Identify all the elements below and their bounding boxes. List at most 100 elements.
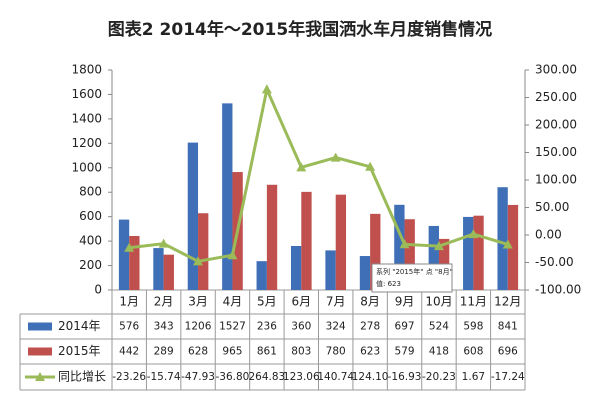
table-value: 608 <box>463 346 483 358</box>
table-value: -36.80 <box>216 371 250 383</box>
growth-marker <box>261 84 272 94</box>
table-value: 524 <box>429 321 449 333</box>
table-value: 343 <box>154 321 174 333</box>
table-value: 697 <box>395 321 415 333</box>
growth-marker <box>296 162 307 172</box>
tooltip-text: 值: 623 <box>376 279 401 288</box>
y2-tick-label: 300.00 <box>535 63 577 77</box>
legend-label: 2015年 <box>58 344 101 358</box>
table-value: -23.26 <box>112 371 146 383</box>
growth-marker <box>399 239 410 249</box>
growth-marker <box>193 256 204 266</box>
growth-line <box>129 84 509 263</box>
y-tick-label: 0 <box>94 283 102 297</box>
table-value: 289 <box>154 346 174 358</box>
y2-tick-label: 200.00 <box>535 118 577 132</box>
y-tick-label: 1000 <box>71 160 102 174</box>
table-value: 124.10 <box>352 371 389 383</box>
table-value: -17.24 <box>491 371 525 383</box>
y2-tick-label: -50.00 <box>535 255 574 269</box>
table-value: 579 <box>395 346 415 358</box>
table-value: 803 <box>291 346 311 358</box>
bar <box>256 261 267 290</box>
y2-tick-label: 100.00 <box>535 173 577 187</box>
y-tick-label: 800 <box>79 185 102 199</box>
table-value: 418 <box>429 346 449 358</box>
legend-swatch <box>28 347 52 356</box>
legend-label: 2014年 <box>58 319 101 333</box>
legend-swatch <box>28 322 52 331</box>
x-tick-label: 9月 <box>395 295 415 309</box>
growth-marker <box>158 238 169 248</box>
bar <box>222 103 233 290</box>
growth-marker <box>433 241 444 251</box>
bar <box>290 246 302 290</box>
bar <box>153 248 164 290</box>
y-tick-label: 1200 <box>71 136 102 150</box>
y2-tick-label: 250.00 <box>535 90 577 104</box>
x-tick-label: 8月 <box>360 295 380 309</box>
y2-tick-label: 0.00 <box>535 228 562 242</box>
table-value: 696 <box>498 346 518 358</box>
y-tick-label: 1800 <box>71 63 102 77</box>
bar <box>359 256 371 290</box>
growth-marker <box>330 152 341 162</box>
bar <box>473 215 484 290</box>
growth-marker <box>468 229 479 239</box>
table-value: 278 <box>360 321 380 333</box>
x-tick-label: 3月 <box>188 295 208 309</box>
table-value: 236 <box>257 321 277 333</box>
table-value: 140.74 <box>317 371 354 383</box>
table-value: -15.74 <box>147 371 181 383</box>
tooltip-text: 系列 "2015年" 点 "8月" <box>376 267 453 276</box>
table-value: 1527 <box>219 321 246 333</box>
bar <box>266 184 278 290</box>
x-tick-label: 5月 <box>257 295 277 309</box>
table-value: 623 <box>360 346 380 358</box>
bar <box>163 254 174 290</box>
bar <box>198 213 209 290</box>
table-value: 576 <box>119 321 139 333</box>
table-value: 861 <box>257 346 277 358</box>
table-value: -47.93 <box>181 371 215 383</box>
x-tick-label: 2月 <box>154 295 174 309</box>
bar <box>428 225 439 290</box>
x-tick-label: 11月 <box>460 295 487 309</box>
table-value: 598 <box>463 321 483 333</box>
y-tick-label: 1400 <box>71 111 102 125</box>
y-tick-label: 400 <box>79 234 102 248</box>
bar <box>463 216 474 290</box>
table-value: 324 <box>326 321 346 333</box>
bar <box>129 235 140 290</box>
bar <box>335 194 347 290</box>
y-tick-label: 600 <box>79 209 102 223</box>
y2-tick-label: 50.00 <box>535 200 569 214</box>
table-value: 780 <box>326 346 346 358</box>
table-value: 360 <box>291 321 311 333</box>
tooltip-box <box>371 263 453 293</box>
growth-marker <box>227 250 238 260</box>
table-value: 123.06 <box>283 371 320 383</box>
bar <box>497 187 508 290</box>
x-tick-label: 10月 <box>425 295 452 309</box>
bar <box>187 142 199 290</box>
bar <box>394 204 405 290</box>
table-value: 628 <box>188 346 208 358</box>
growth-marker <box>124 242 135 252</box>
table-value: 1.67 <box>462 371 485 383</box>
y2-tick-label: -100.00 <box>535 283 581 297</box>
legend-swatch <box>35 372 45 381</box>
bar <box>507 204 519 290</box>
y-tick-label: 200 <box>79 258 102 272</box>
table-value: -16.93 <box>388 371 422 383</box>
bar <box>301 191 312 290</box>
bar <box>404 219 415 290</box>
bar <box>325 250 336 290</box>
bar <box>118 219 130 290</box>
table-value: 442 <box>119 346 139 358</box>
chart-title: 图表2 2014年～2015年我国洒水车月度销售情况 <box>108 19 492 40</box>
table-value: 1206 <box>185 321 212 333</box>
growth-marker <box>502 239 513 249</box>
